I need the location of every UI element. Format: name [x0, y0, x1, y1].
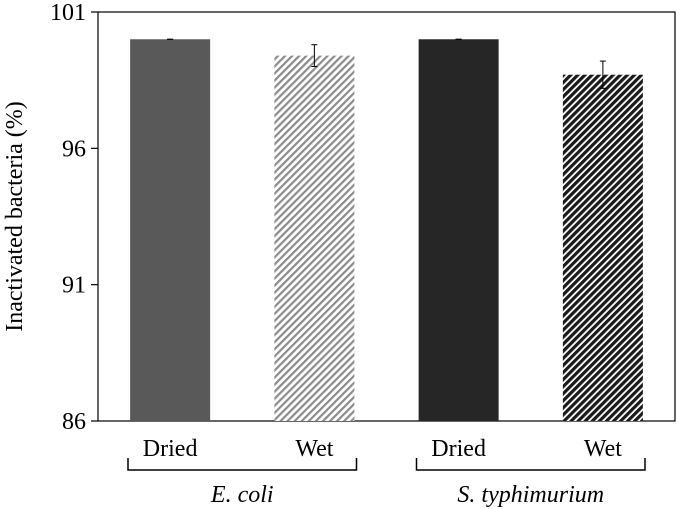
bar-e-coli-wet [274, 55, 355, 421]
group-label-0: E. coli [210, 482, 274, 508]
bar-e-coli-dried [130, 39, 211, 422]
bar-s-typhimurium-dried [418, 39, 499, 422]
x-category-label-3: Wet [584, 436, 622, 462]
y-axis-title: Inactivated bacteria (%) [2, 101, 28, 332]
y-tick-label-1: 91 [62, 273, 86, 299]
y-tick-label-0: 86 [62, 409, 86, 435]
x-category-label-0: Dried [143, 436, 198, 462]
group-bracket-1 [415, 458, 646, 471]
group-bracket-0 [127, 458, 358, 471]
x-category-label-2: Dried [431, 436, 486, 462]
y-tick-label-3: 101 [50, 0, 86, 26]
plot-frame [97, 11, 676, 422]
group-label-1: S. typhimurium [457, 482, 604, 508]
y-tick-label-2: 96 [62, 136, 86, 162]
bar-s-typhimurium-wet [562, 74, 643, 422]
x-category-label-1: Wet [295, 436, 333, 462]
